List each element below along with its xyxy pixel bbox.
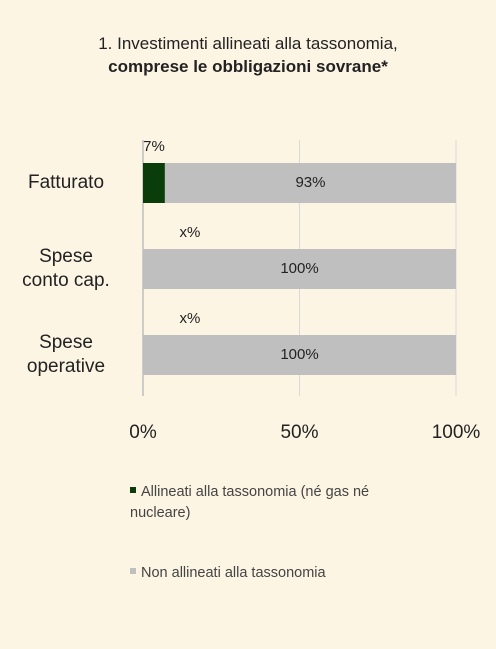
bar: [143, 163, 165, 203]
bar: [164, 163, 456, 203]
bar: [143, 249, 456, 289]
legend-swatch: [130, 487, 136, 494]
bar: [143, 335, 456, 375]
y-tick-label: Spese conto cap.: [22, 246, 110, 291]
data-label: 7%: [143, 138, 165, 155]
legend-label: Non allineati alla tassonomia: [141, 565, 326, 581]
data-label: x%: [180, 310, 201, 327]
data-label: 100%: [280, 260, 318, 277]
y-tick-label: Spese operative: [26, 332, 106, 377]
data-label: 93%: [295, 174, 325, 191]
x-tick-label: 100%: [432, 422, 481, 443]
legend-swatch: [130, 568, 136, 575]
legend-item: Non allineati alla tassonomia: [130, 563, 430, 584]
legend-item: Allineati alla tassonomia (né gas né nuc…: [130, 482, 430, 524]
data-label: x%: [180, 224, 201, 241]
legend-label: Allineati alla tassonomia (né gas né nuc…: [130, 484, 370, 521]
data-label: 100%: [280, 346, 318, 363]
x-tick-label: 50%: [280, 422, 318, 443]
chart-title: 1. Investimenti allineati alla tassonomi…: [98, 34, 398, 53]
x-tick-label: 0%: [129, 422, 157, 443]
y-tick-label: Fatturato: [27, 172, 105, 193]
chart-subtitle: comprese le obbligazioni sovrane*: [108, 57, 388, 76]
